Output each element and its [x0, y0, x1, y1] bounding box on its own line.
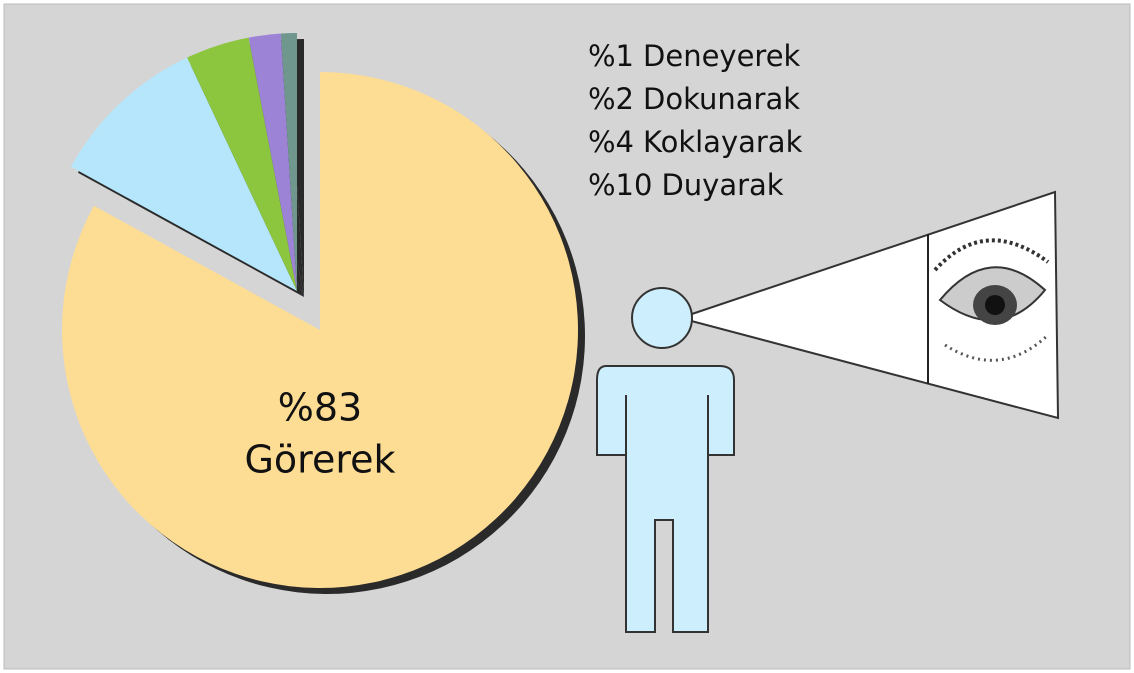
- legend-value: %10: [588, 168, 652, 202]
- legend-label: Deneyerek: [643, 39, 801, 73]
- legend-label: Duyarak: [661, 168, 783, 202]
- legend-label: Dokunarak: [643, 82, 800, 116]
- slice-label: Görerek: [244, 438, 395, 482]
- legend-value: %1: [588, 39, 634, 73]
- slice-value-label: %83: [278, 386, 362, 430]
- head: [632, 288, 692, 348]
- legend-label: Koklayarak: [643, 125, 803, 159]
- infographic: %83 Görerek %1 Deneyerek %2 Dokunarak %4 Kokla…: [0, 0, 1134, 673]
- legend-value: %2: [588, 82, 634, 116]
- legend-value: %4: [588, 125, 634, 159]
- legend-entry: %2 Dokunarak: [588, 82, 800, 116]
- legend-entry: %1 Deneyerek: [588, 39, 801, 73]
- legend-entry: %4 Koklayarak: [588, 125, 803, 159]
- legend-entry: %10 Duyarak: [588, 168, 784, 202]
